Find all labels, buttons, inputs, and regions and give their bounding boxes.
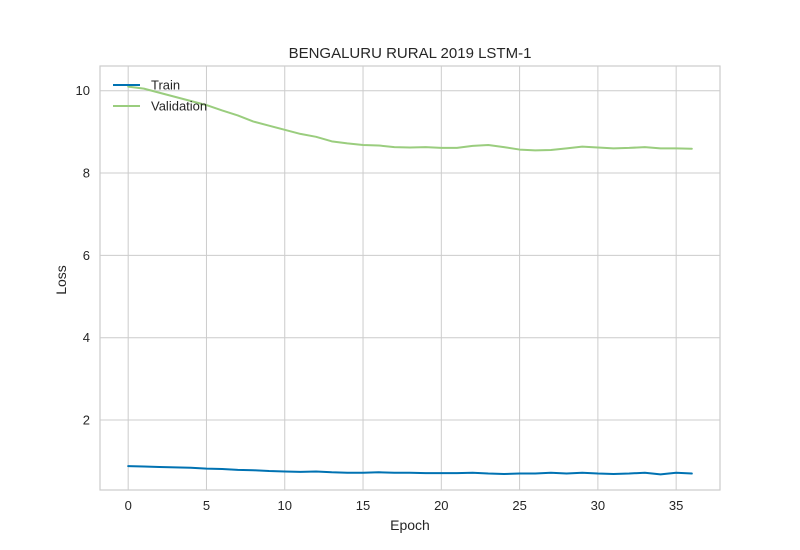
y-tick-label: 8 — [83, 166, 90, 181]
x-tick-label: 25 — [512, 498, 526, 513]
x-axis-label: Epoch — [390, 517, 430, 533]
series-lines — [127, 85, 693, 476]
x-tick-label: 10 — [278, 498, 292, 513]
legend-label-validation: Validation — [151, 99, 207, 114]
x-tick-label: 5 — [203, 498, 210, 513]
y-tick-label: 4 — [83, 330, 90, 345]
grid — [100, 66, 720, 490]
series-line-validation — [127, 85, 693, 152]
series-line-train — [127, 465, 693, 476]
x-tick-label: 0 — [125, 498, 132, 513]
x-tick-label: 35 — [669, 498, 683, 513]
x-tick-label: 15 — [356, 498, 370, 513]
chart-title: BENGALURU RURAL 2019 LSTM-1 — [289, 45, 532, 62]
y-tick-label: 10 — [76, 83, 90, 98]
plot-area — [99, 65, 721, 491]
y-tick-label: 6 — [83, 248, 90, 263]
y-tick-labels: 2 4 6 8 10 — [76, 83, 90, 427]
x-tick-label: 30 — [591, 498, 605, 513]
x-tick-label: 20 — [434, 498, 448, 513]
x-tick-labels: 0 5 10 15 20 25 30 35 — [125, 498, 684, 513]
y-axis-label: Loss — [53, 265, 69, 295]
legend-label-train: Train — [151, 78, 180, 93]
y-tick-label: 2 — [83, 413, 90, 428]
legend: Train Validation — [113, 78, 207, 114]
